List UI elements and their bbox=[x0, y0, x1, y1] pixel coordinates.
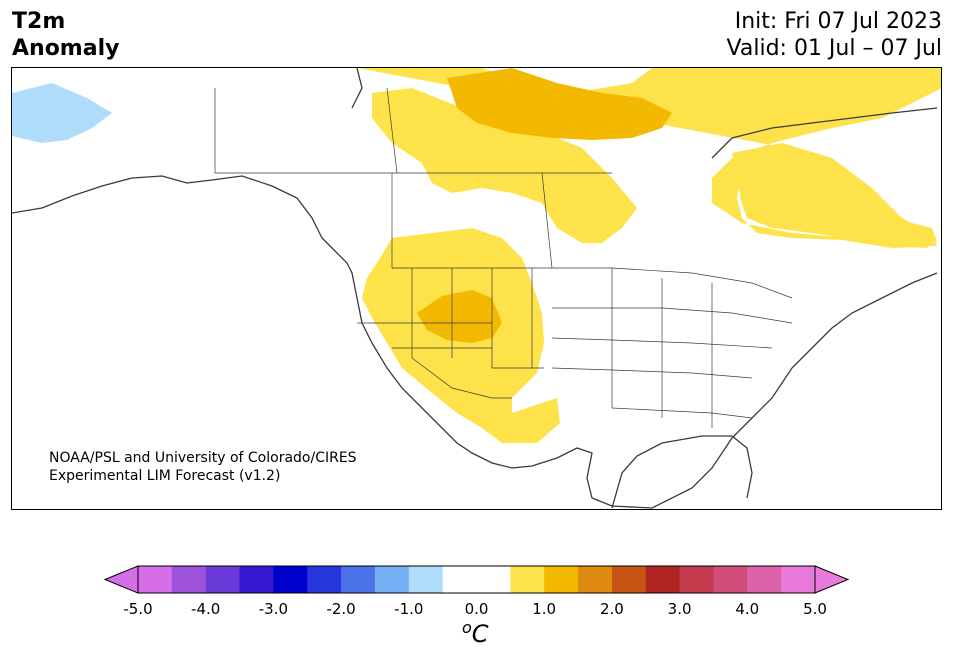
colorbar-tick-label: -1.0 bbox=[394, 600, 424, 618]
forecast-dates: Init: Fri 07 Jul 2023 Valid: 01 Jul – 07… bbox=[727, 8, 942, 62]
coastlines bbox=[12, 68, 938, 509]
credit-line-1: NOAA/PSL and University of Colorado/CIRE… bbox=[49, 450, 357, 466]
colorbar-cell bbox=[713, 566, 748, 593]
colorbar-cell bbox=[476, 566, 511, 593]
colorbar-cell bbox=[341, 566, 376, 593]
colorbar-cell bbox=[138, 566, 173, 593]
colorbar-over-arrow bbox=[814, 565, 850, 594]
colorbar-tick-label: 4.0 bbox=[735, 600, 760, 618]
init-date: Init: Fri 07 Jul 2023 bbox=[734, 9, 942, 34]
colorbar-cell bbox=[171, 566, 207, 593]
colorbar-cell bbox=[544, 566, 579, 593]
colorbar-tick-label: -4.0 bbox=[191, 600, 221, 618]
colorbar-cell bbox=[781, 566, 816, 593]
colorbar-outline bbox=[137, 565, 816, 594]
colorbar-cell bbox=[374, 566, 410, 593]
map-title: T2m Anomaly bbox=[12, 8, 119, 62]
colorbar-cell bbox=[307, 566, 342, 593]
valid-range: Valid: 01 Jul – 07 Jul bbox=[726, 36, 942, 61]
colorbar-cell bbox=[510, 566, 545, 593]
colorbar-cell bbox=[645, 566, 681, 593]
anomaly-map bbox=[12, 68, 941, 509]
colorbar-cell bbox=[408, 566, 444, 593]
colorbar-cells bbox=[138, 566, 816, 593]
colorbar-tick-label: -5.0 bbox=[123, 600, 153, 618]
colorbar-cell bbox=[205, 566, 241, 593]
unit-label: oC bbox=[462, 618, 489, 648]
credit-text: NOAA/PSL and University of Colorado/CIRE… bbox=[49, 449, 357, 485]
strong-warm-anomaly-region bbox=[417, 68, 672, 343]
political-borders bbox=[214, 87, 793, 428]
map-panel bbox=[11, 67, 942, 510]
colorbar-cell bbox=[747, 566, 782, 593]
title-line-2: Anomaly bbox=[12, 36, 120, 61]
colorbar-tick-label: 3.0 bbox=[667, 600, 692, 618]
colorbar-tick-label: -2.0 bbox=[326, 600, 356, 618]
colorbar-cell bbox=[273, 566, 308, 593]
colorbar-tick-label: 5.0 bbox=[803, 600, 827, 618]
colorbar-cell bbox=[239, 566, 274, 593]
colorbar-tick-label: 2.0 bbox=[599, 600, 624, 618]
colorbar-cell bbox=[442, 566, 477, 593]
colorbar-tick-label: 1.0 bbox=[532, 600, 557, 618]
unit-celsius: C bbox=[471, 620, 489, 648]
credit-line-2: Experimental LIM Forecast (v1.2) bbox=[49, 468, 281, 484]
cool-anomaly-region bbox=[12, 83, 112, 143]
colorbar-cell bbox=[578, 566, 613, 593]
colorbar-tick-label: -3.0 bbox=[258, 600, 289, 618]
unit-degree: o bbox=[462, 618, 472, 637]
colorbar-tick-label: 0.0 bbox=[464, 600, 489, 618]
colorbar bbox=[104, 565, 850, 594]
colorbar-under-arrow bbox=[104, 565, 139, 594]
colorbar-cell bbox=[679, 566, 714, 593]
title-line-1: T2m bbox=[12, 9, 66, 34]
colorbar-cell bbox=[611, 566, 647, 593]
